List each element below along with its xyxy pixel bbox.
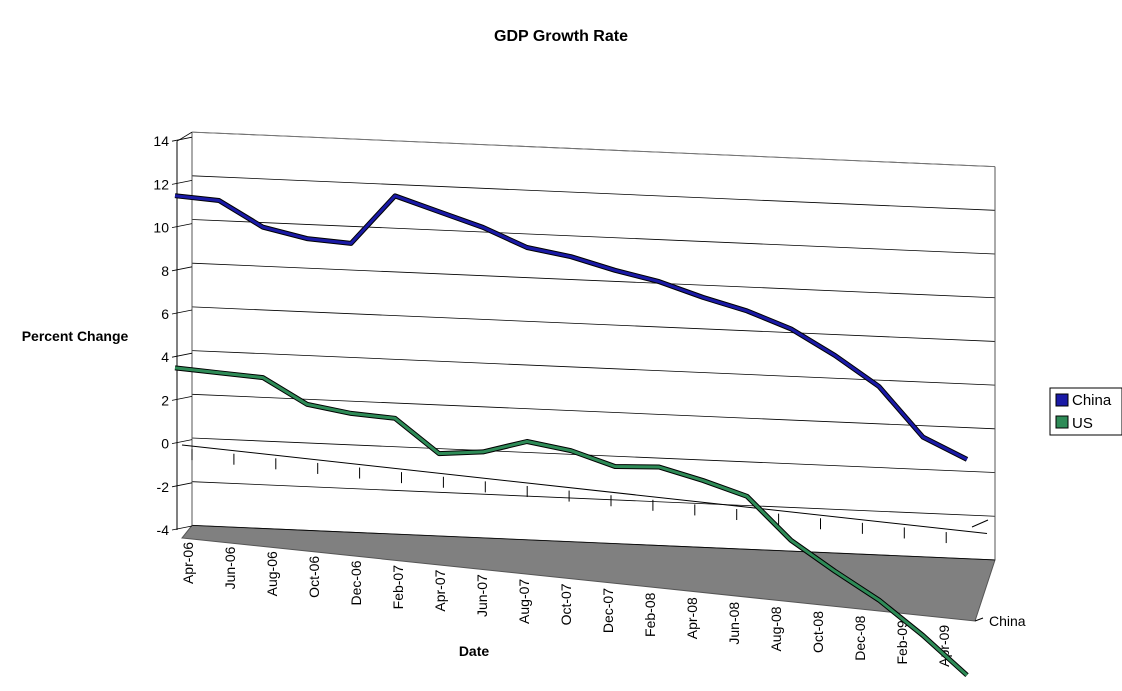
y-tick-label: -2 [157, 479, 170, 495]
x-tick-label: Aug-07 [516, 579, 532, 624]
y-tick-label: 6 [161, 306, 169, 322]
series-line-us [175, 368, 967, 675]
x-tick-label: Apr-08 [684, 597, 700, 639]
x-tick-label: Oct-06 [306, 556, 322, 598]
y-tick-label: 12 [153, 176, 169, 192]
x-axis-baseline [182, 445, 987, 534]
y-tick-mark [172, 267, 192, 271]
chart-title: GDP Growth Rate [494, 28, 628, 45]
series-line-china [175, 196, 967, 460]
depth-axis-tick [972, 520, 988, 527]
y-tick-label: 8 [161, 263, 169, 279]
chart-floor [182, 525, 995, 621]
depth-axis-label: China [989, 613, 1026, 629]
y-tick-label: 14 [153, 133, 169, 149]
x-tick-label: Jun-07 [474, 574, 490, 617]
back-wall-top-edge [192, 132, 995, 167]
gridline [192, 307, 995, 342]
x-tick-label: Feb-07 [390, 565, 406, 610]
gridline [192, 263, 995, 298]
gridline [192, 438, 995, 473]
legend-swatch-us [1056, 416, 1068, 428]
x-tick-label: Aug-06 [264, 551, 280, 596]
x-tick-label: Oct-07 [558, 583, 574, 625]
x-tick-label: Apr-06 [180, 542, 196, 584]
x-tick-label: Oct-08 [810, 611, 826, 653]
x-tick-label: Jun-06 [222, 546, 238, 589]
x-tick-label: Dec-06 [348, 560, 364, 605]
x-tick-label: Dec-08 [852, 615, 868, 660]
y-tick-label: 4 [161, 349, 169, 365]
y-tick-mark [172, 353, 192, 357]
x-axis-title: Date [459, 643, 490, 659]
y-tick-mark [172, 224, 192, 228]
x-tick-label: Jun-08 [726, 602, 742, 645]
y-tick-mark [172, 310, 192, 314]
side-wall-top [177, 132, 192, 141]
y-tick-mark [172, 440, 192, 444]
y-tick-mark [172, 483, 192, 487]
x-tick-label: Feb-08 [642, 592, 658, 637]
gridline [192, 482, 995, 517]
y-tick-label: 2 [161, 392, 169, 408]
y-tick-mark [172, 180, 192, 184]
legend-label-china: China [1072, 392, 1112, 409]
x-tick-label: Aug-08 [768, 606, 784, 651]
y-tick-label: 0 [161, 436, 169, 452]
y-tick-mark [172, 396, 192, 400]
y-tick-label: -4 [157, 522, 170, 538]
y-tick-label: 10 [153, 220, 169, 236]
x-tick-label: Apr-07 [432, 569, 448, 611]
gridline [192, 351, 995, 386]
y-axis-title: Percent Change [22, 328, 129, 344]
legend-swatch-china [1056, 394, 1068, 406]
series-outline-us [175, 368, 967, 675]
plot-area: -4 -2 0 2 4 6 8 10 12 14 Apr-06 Jun-06 Aug-06 Oct-06 D… [153, 132, 995, 675]
x-tick-label: Feb-09 [894, 620, 910, 665]
legend-label-us: US [1072, 415, 1093, 432]
x-tick-label: Dec-07 [600, 588, 616, 633]
gridline [192, 394, 995, 429]
gridline [192, 176, 995, 211]
legend: China US [1050, 388, 1122, 435]
